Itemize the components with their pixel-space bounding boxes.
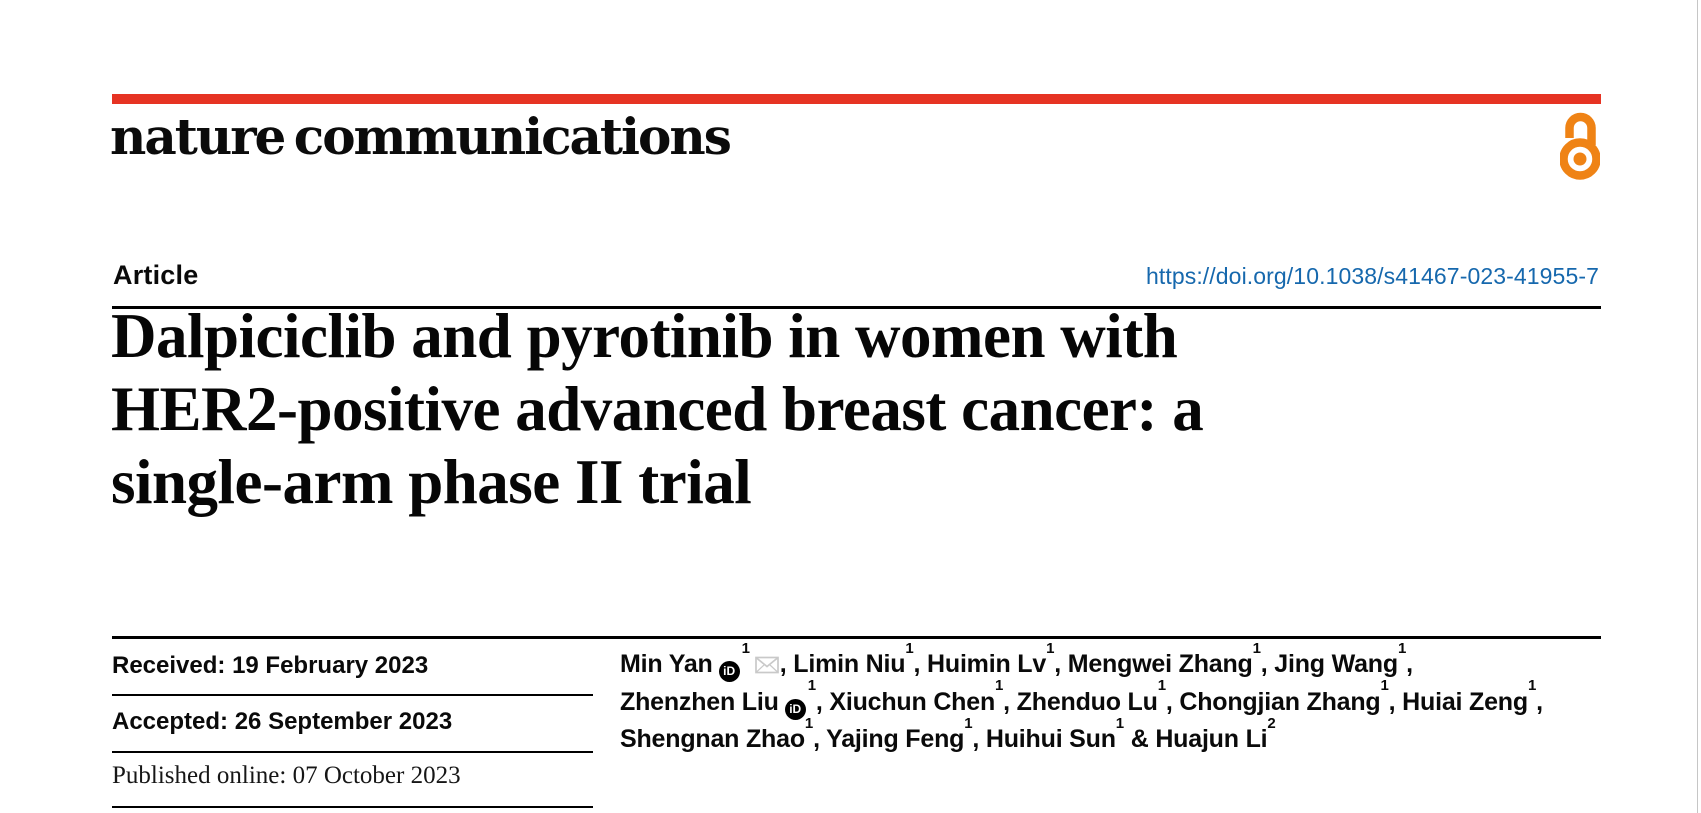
published-label: Published online: [112, 762, 287, 789]
received-value: 19 February 2023 [232, 652, 429, 679]
author-name: Chongjian Zhang [1179, 687, 1381, 716]
published-value: 07 October 2023 [292, 762, 461, 789]
journal-wordmark: nature communications [110, 107, 732, 166]
affiliation-superscript: 1 [1252, 639, 1261, 657]
affiliation-superscript: 1 [1046, 639, 1055, 657]
accepted-date-row: Accepted: 26 September 2023 [112, 696, 593, 753]
accepted-label: Accepted: [112, 708, 229, 735]
author-separator: , [1536, 687, 1543, 716]
affiliation-superscript: 2 [1267, 714, 1276, 732]
author-separator: , [1406, 650, 1413, 678]
author-name: Huajun Li [1155, 725, 1268, 753]
email-envelope-icon[interactable] [754, 656, 779, 674]
affiliation-superscript: 1 [741, 639, 750, 657]
author-name: Jing Wang [1274, 650, 1398, 678]
title-line-2: HER2-positive advanced breast cancer: a [111, 374, 1204, 444]
author-separator: & [1123, 725, 1156, 753]
author-name: Huiai Zeng [1402, 687, 1528, 716]
author-line: Min Yan iD1, Limin Niu1, Huimin Lv1, Meng… [620, 641, 1610, 684]
article-title: Dalpiciclib and pyrotinib in women with … [111, 300, 1531, 519]
author-separator: , [972, 725, 986, 753]
received-date-row: Received: 19 February 2023 [112, 639, 593, 696]
author-separator: , [815, 687, 830, 716]
affiliation-superscript: 1 [807, 677, 816, 695]
affiliation-superscript: 1 [1115, 714, 1124, 732]
affiliation-superscript: 1 [995, 677, 1004, 695]
affiliation-superscript: 1 [905, 639, 914, 657]
author-line: Zhenzhen Liu iD1, Xiuchun Chen1, Zhenduo … [620, 678, 1610, 722]
header-rule [112, 306, 1601, 309]
author-separator: , [813, 725, 827, 753]
received-label: Received: [112, 652, 226, 679]
brand-red-bar [112, 94, 1601, 104]
author-separator: , [1003, 687, 1017, 716]
author-name: Huimin Lv [927, 650, 1047, 678]
author-separator: , [1388, 687, 1403, 716]
open-access-lock-icon [1559, 112, 1601, 180]
author-separator: , [779, 650, 794, 678]
divider-rule [112, 636, 1601, 639]
page-right-edge [1697, 0, 1698, 813]
dates-column: Received: 19 February 2023 Accepted: 26 … [112, 639, 593, 808]
author-name: Mengwei Zhang [1067, 650, 1253, 678]
title-line-1: Dalpiciclib and pyrotinib in women with [111, 301, 1178, 371]
affiliation-superscript: 1 [1157, 677, 1166, 695]
article-header-row: Article https://doi.org/10.1038/s41467-0… [113, 260, 1599, 291]
article-type-label: Article [113, 260, 199, 290]
published-date-row: Published online: 07 October 2023 [112, 753, 593, 808]
affiliation-superscript: 1 [964, 714, 973, 732]
author-name: Zhenduo Lu [1016, 687, 1158, 716]
doi-link[interactable]: https://doi.org/10.1038/s41467-023-41955… [1145, 263, 1599, 289]
orcid-id-icon[interactable]: iD [784, 698, 806, 720]
orcid-id-icon[interactable]: iD [718, 661, 740, 682]
author-name: Min Yan [620, 650, 713, 678]
author-separator: , [913, 650, 928, 678]
author-list: Min Yan iD1, Limin Niu1, Huimin Lv1, Meng… [620, 641, 1610, 759]
author-name: Limin Niu [793, 650, 906, 678]
author-name: Yajing Feng [826, 725, 965, 753]
title-line-3: single-arm phase II trial [111, 447, 752, 517]
author-line: Shengnan Zhao1, Yajing Feng1, Huihui Sun… [620, 716, 1610, 759]
accepted-value: 26 September 2023 [234, 708, 453, 735]
affiliation-superscript: 1 [1380, 677, 1389, 695]
author-separator: , [1260, 650, 1275, 678]
author-separator: , [1054, 650, 1068, 678]
affiliation-superscript: 1 [804, 714, 814, 732]
author-name: Shengnan Zhao [620, 725, 805, 753]
affiliation-superscript: 1 [1527, 677, 1537, 695]
author-separator: , [1165, 687, 1180, 716]
author-name: Huihui Sun [985, 725, 1116, 753]
author-name: Zhenzhen Liu [620, 687, 779, 716]
affiliation-superscript: 1 [1397, 639, 1407, 657]
author-name: Xiuchun Chen [829, 687, 996, 716]
